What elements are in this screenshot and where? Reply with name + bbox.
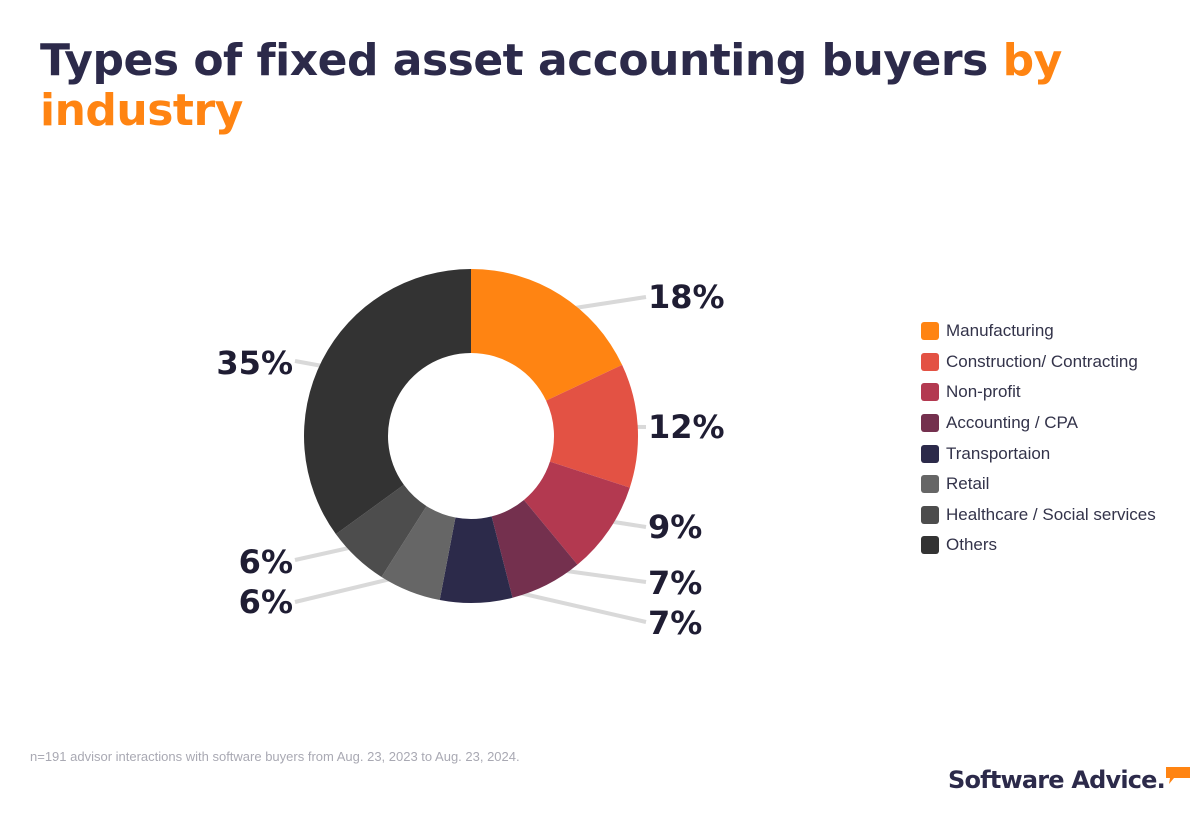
slice-accounting-cpa xyxy=(491,499,578,598)
legend-item-0: Manufacturing xyxy=(921,316,1156,347)
legend-label: Retail xyxy=(946,474,990,494)
legend-label: Construction/ Contracting xyxy=(946,351,1138,371)
legend-label: Accounting / CPA xyxy=(946,413,1078,433)
data-label-4: 7% xyxy=(648,604,702,642)
data-label-7: 35% xyxy=(216,344,293,382)
legend-swatch xyxy=(921,475,939,494)
legend-item-7: Others xyxy=(921,530,1156,561)
legend-item-5: Retail xyxy=(921,469,1156,500)
legend-label: Non-profit xyxy=(946,382,1021,402)
legend-label: Manufacturing xyxy=(946,321,1054,341)
data-label-6: 6% xyxy=(239,543,293,581)
slice-transportaion xyxy=(439,516,513,604)
data-label-0: 18% xyxy=(648,278,725,316)
data-label-5: 6% xyxy=(239,583,293,621)
legend-item-1: Construction/ Contracting xyxy=(921,347,1156,378)
slice-manufacturing xyxy=(471,269,623,401)
legend-swatch xyxy=(921,383,939,402)
legend-swatch xyxy=(921,352,939,371)
legend-item-6: Healthcare / Social services xyxy=(921,500,1156,531)
legend-item-3: Accounting / CPA xyxy=(921,408,1156,439)
slice-non-profit xyxy=(523,461,630,565)
legend-swatch xyxy=(921,444,939,463)
brand-name: Software Advice. xyxy=(948,766,1166,794)
legend-swatch xyxy=(921,536,939,555)
data-label-1: 12% xyxy=(648,408,725,446)
legend-item-2: Non-profit xyxy=(921,377,1156,408)
brand-logo: Software Advice. xyxy=(948,766,1190,794)
slice-retail xyxy=(381,506,456,601)
speech-bubble-icon xyxy=(1165,767,1190,784)
legend-swatch xyxy=(921,505,939,524)
legend-label: Others xyxy=(946,535,998,555)
legend-item-4: Transportaion xyxy=(921,438,1156,469)
legend-swatch xyxy=(921,414,939,433)
legend-label: Healthcare / Social services xyxy=(946,504,1156,524)
chart-title-main: Types of fixed asset accounting buyers xyxy=(40,35,988,86)
data-label-3: 7% xyxy=(648,564,702,602)
slice-healthcare-social-services xyxy=(335,484,427,578)
footnote: n=191 advisor interactions with software… xyxy=(30,749,520,764)
chart-title-accent: by industry xyxy=(40,35,1062,136)
legend-swatch xyxy=(921,322,939,341)
slice-others xyxy=(303,269,471,535)
data-label-2: 9% xyxy=(648,508,702,546)
legend-label: Transportaion xyxy=(946,443,1051,463)
chart-legend: Manufacturing Construction/ Contracting No… xyxy=(921,316,1156,561)
slice-construction-contracting xyxy=(546,364,638,488)
chart-title: Types of fixed asset accounting buyers b… xyxy=(40,36,1140,136)
